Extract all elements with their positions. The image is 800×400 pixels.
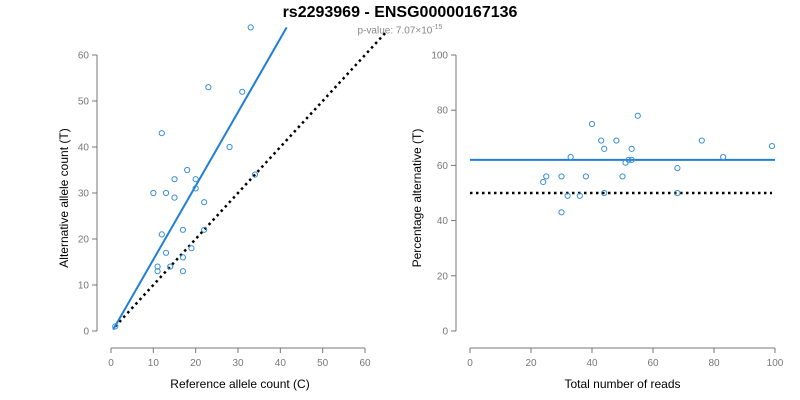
- x-axis-title: Total number of reads: [564, 377, 680, 391]
- panel-left: 0 10 20 30 40 50 60 0 10 20 30 40 50 60 Reference alle…: [57, 24, 388, 391]
- data-point: [625, 156, 632, 163]
- data-point: [158, 231, 165, 238]
- x-tick-label: 80: [708, 358, 720, 369]
- data-point: [613, 137, 620, 144]
- data-point: [171, 194, 178, 201]
- y-tick-label: 100: [431, 51, 448, 62]
- x-tick-label: 0: [467, 358, 473, 369]
- p-value-exponent: -15: [432, 24, 443, 31]
- data-point: [192, 176, 199, 183]
- data-point: [179, 254, 187, 261]
- y-tick-label: 80: [437, 106, 449, 117]
- data-point: [158, 130, 165, 137]
- data-point: [619, 173, 626, 180]
- y-tick-label: 40: [437, 216, 449, 227]
- data-point: [162, 249, 170, 256]
- x-tick-label: 60: [647, 358, 659, 369]
- data-point: [567, 154, 574, 161]
- data-point: [601, 189, 608, 197]
- chart-title: rs2293969 - ENSG00000167136: [282, 4, 518, 21]
- data-point: [112, 323, 119, 330]
- data-point: [239, 88, 246, 95]
- data-point: [598, 137, 605, 144]
- data-point: [558, 209, 565, 216]
- y-tick-label: 20: [78, 235, 90, 246]
- data-point: [674, 165, 681, 172]
- y-axis-title: Alternative allele count (T): [57, 128, 71, 267]
- y-tick-label: 50: [78, 97, 90, 108]
- data-point: [171, 176, 178, 183]
- x-tick-label: 20: [525, 358, 537, 369]
- data-point: [576, 192, 583, 199]
- data-point: [154, 268, 161, 275]
- x-tick-label: 0: [108, 358, 114, 369]
- x-axis-title: Reference allele count (C): [170, 377, 309, 391]
- data-point: [543, 173, 550, 180]
- x-tick-label: 20: [190, 358, 202, 369]
- data-point: [588, 120, 596, 128]
- data-point: [698, 137, 705, 144]
- x-tick-label: 50: [317, 358, 329, 369]
- data-point: [247, 24, 254, 31]
- data-point: [628, 145, 635, 152]
- data-point: [674, 189, 681, 197]
- data-point: [628, 156, 635, 163]
- data-point: [251, 171, 259, 178]
- data-point: [601, 145, 608, 152]
- x-tick-label: 40: [586, 358, 598, 369]
- y-tick-label: 20: [437, 271, 449, 282]
- data-point: [768, 142, 776, 150]
- data-point: [184, 166, 191, 174]
- reference-line: [114, 31, 388, 328]
- data-point: [179, 268, 187, 275]
- x-tick-label: 30: [232, 358, 244, 369]
- p-value-prefix: p-value: 7.07: [357, 25, 416, 37]
- y-tick-label: 10: [78, 281, 90, 292]
- x-tick-label: 60: [359, 358, 371, 369]
- p-value-base: 10: [421, 25, 433, 37]
- x-tick-label: 40: [275, 358, 287, 369]
- data-point: [582, 173, 590, 180]
- data-point: [564, 192, 571, 199]
- data-point: [150, 189, 157, 197]
- x-tick-label: 10: [148, 358, 160, 369]
- data-point: [634, 112, 641, 119]
- data-point: [201, 226, 208, 233]
- data-point: [540, 178, 547, 186]
- p-value-times: ×: [415, 25, 422, 37]
- data-point: [162, 189, 170, 197]
- y-tick-label: 60: [437, 161, 449, 172]
- chart-subtitle: p-value: 7.07×10-15: [0, 24, 800, 36]
- panel-right: 0 20 40 60 80 100 0 20 40 60 80 100 Total number of …: [410, 51, 784, 392]
- x-tick-label: 100: [767, 358, 784, 369]
- data-point: [154, 263, 161, 270]
- data-point: [226, 143, 233, 151]
- data-point: [188, 245, 195, 252]
- y-tick-label: 0: [442, 327, 448, 338]
- data-point: [205, 84, 212, 91]
- data-point: [192, 185, 199, 192]
- fit-line: [112, 26, 288, 331]
- data-point: [720, 154, 727, 161]
- data-point: [167, 263, 174, 270]
- y-tick-label: 60: [78, 51, 90, 62]
- data-point: [558, 173, 565, 180]
- y-tick-label: 40: [78, 143, 90, 154]
- data-point: [201, 199, 208, 206]
- y-axis-title: Percentage alternative (T): [410, 129, 424, 268]
- y-tick-label: 30: [78, 189, 90, 200]
- data-point: [179, 226, 187, 233]
- y-tick-label: 0: [83, 327, 89, 338]
